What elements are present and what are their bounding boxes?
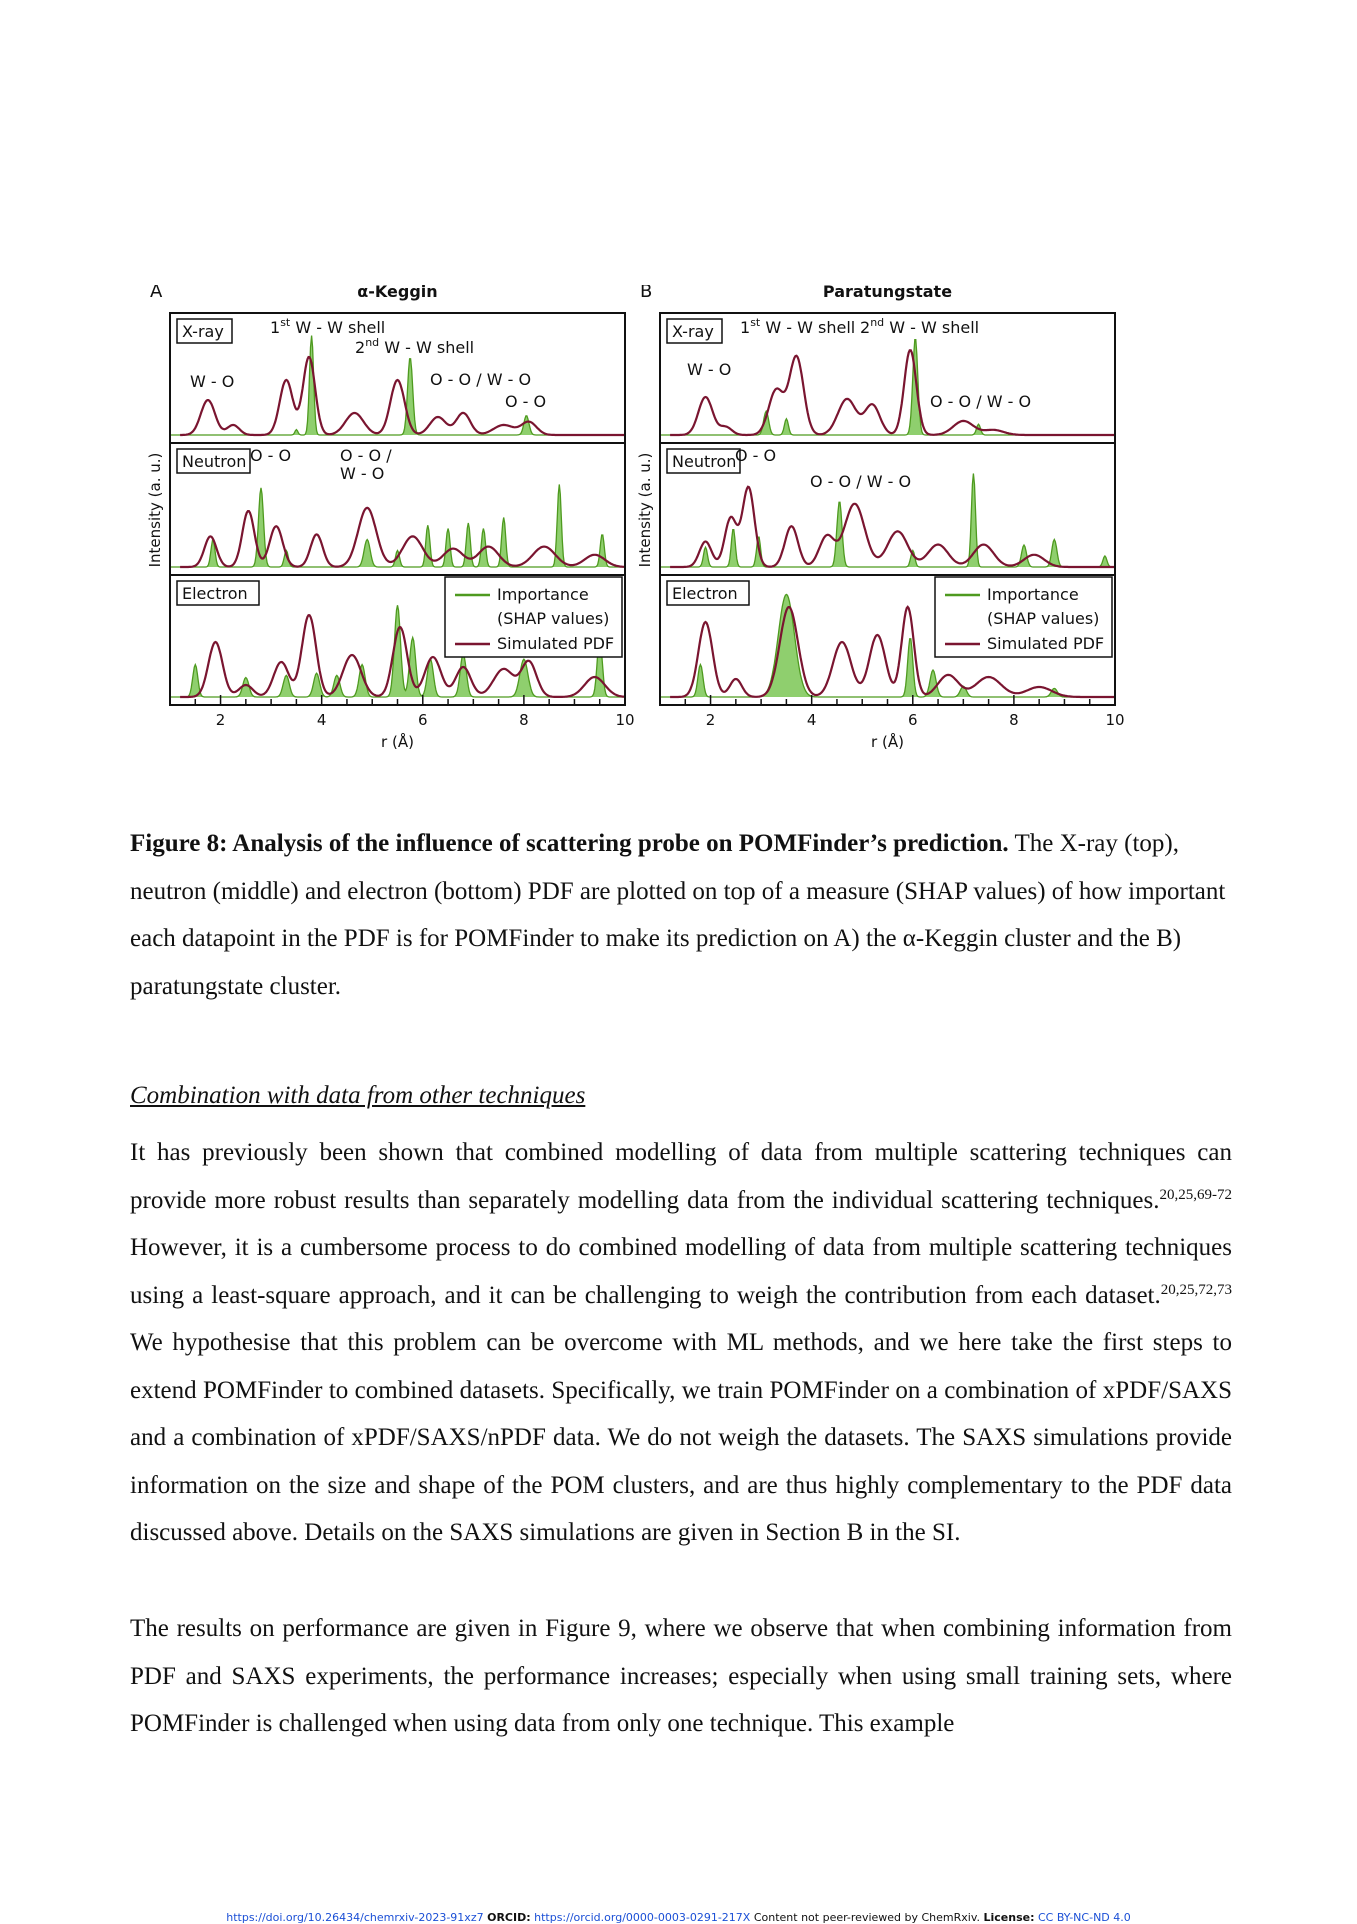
citation: 20,25,69-72	[1159, 1186, 1233, 1203]
x-tick-label: 2	[216, 711, 226, 729]
probe-label-box	[666, 580, 750, 606]
panel-title: Paratungstate	[823, 285, 952, 301]
section-heading: Combination with data from other techniq…	[130, 1082, 586, 1109]
x-tick-label: 6	[908, 711, 918, 729]
p1-text-c: We hypothesise that this problem can be …	[130, 1329, 1232, 1546]
peak-annotation: 1st W - W shell	[740, 316, 855, 337]
peak-annotation: O - O / W - O	[810, 472, 911, 491]
peak-annotation: W - O	[340, 464, 384, 483]
importance-area	[660, 339, 1115, 435]
license-link[interactable]: CC BY-NC-ND 4.0	[1038, 1911, 1131, 1924]
figure-caption: Figure 8: Analysis of the influence of s…	[130, 820, 1232, 1010]
peak-annotation: W - O	[687, 360, 731, 379]
x-axis-label: r (Å)	[381, 732, 414, 751]
panel-b: B Paratungstate Intensity (a. u.) X-ray 1st …	[636, 285, 1125, 751]
x-tick-label: 4	[317, 711, 327, 729]
license-label: License:	[983, 1911, 1035, 1924]
importance-line	[660, 473, 1115, 568]
simulated-pdf-line	[180, 506, 626, 569]
importance-area	[170, 605, 625, 697]
citation: 20,25,72,73	[1160, 1281, 1232, 1298]
x-tick-label: 4	[807, 711, 817, 729]
footer: https://doi.org/10.26434/chemrxiv-2023-9…	[0, 1911, 1357, 1924]
peak-annotation: 2nd W - W shell	[860, 316, 979, 337]
caption-text: The X-ray (top), neutron (middle) and el…	[130, 830, 1226, 1000]
simulated-pdf-line	[670, 485, 1115, 569]
orcid-link[interactable]: https://orcid.org/0000-0003-0291-217X	[534, 1911, 751, 1924]
peer-review-notice: Content not peer-reviewed by ChemRxiv.	[753, 1911, 980, 1924]
peak-annotation: O - O / W - O	[430, 370, 531, 389]
importance-line	[170, 484, 625, 568]
x-tick-label: 8	[519, 711, 529, 729]
caption-label: Figure 8: Analysis of the influence of s…	[130, 830, 1009, 857]
peak-annotation: 2nd W - W shell	[355, 336, 474, 357]
probe-label-box	[666, 448, 741, 474]
probe-label-box	[176, 580, 260, 606]
x-tick-label: 2	[706, 711, 716, 729]
panel-letter: A	[150, 285, 163, 302]
peak-annotation: O - O	[250, 446, 291, 465]
x-tick-label: 8	[1009, 711, 1019, 729]
probe-label: X-ray	[182, 322, 224, 341]
probe-label: Electron	[182, 584, 248, 603]
doi-link[interactable]: https://doi.org/10.26434/chemrxiv-2023-9…	[226, 1911, 484, 1924]
x-tick-label: 10	[1105, 711, 1124, 729]
probe-label-box	[176, 448, 251, 474]
legend-importance-sublabel: (SHAP values)	[987, 609, 1099, 628]
p1-text-a: It has previously been shown that combin…	[130, 1139, 1232, 1214]
peak-annotation: W - O	[190, 372, 234, 391]
probe-label-box	[176, 318, 233, 344]
x-tick-label: 10	[615, 711, 634, 729]
y-axis-label: Intensity (a. u.)	[636, 453, 654, 568]
panel-title: α-Keggin	[357, 285, 437, 301]
probe-label: Electron	[672, 584, 738, 603]
importance-line	[660, 593, 1115, 698]
legend-importance-label: Importance	[497, 585, 589, 604]
orcid-label: ORCID:	[487, 1911, 531, 1924]
legend-importance-label: Importance	[987, 585, 1079, 604]
paragraph-2: The results on performance are given in …	[130, 1615, 1232, 1737]
peak-annotation: O - O	[505, 392, 546, 411]
paragraph-1: It has previously been shown that combin…	[130, 1129, 1232, 1557]
panel-letter: B	[640, 285, 652, 302]
simulated-pdf-line	[180, 614, 626, 699]
x-tick-label: 6	[418, 711, 428, 729]
simulated-pdf-line	[670, 349, 1115, 437]
probe-frame	[169, 312, 626, 444]
importance-line	[660, 339, 1115, 436]
probe-label: Neutron	[182, 452, 246, 471]
legend-importance-sublabel: (SHAP values)	[497, 609, 609, 628]
simulated-pdf-line	[670, 605, 1115, 699]
importance-area	[660, 473, 1115, 567]
peak-annotation: O - O	[735, 446, 776, 465]
peak-annotation: O - O /	[340, 446, 392, 465]
probe-label: X-ray	[672, 322, 714, 341]
p1-text-b: However, it is a cumbersome process to d…	[130, 1234, 1232, 1309]
peak-annotation: O - O / W - O	[930, 392, 1031, 411]
probe-label: Neutron	[672, 452, 736, 471]
simulated-pdf-line	[180, 355, 625, 437]
peak-annotation: 1st W - W shell	[270, 316, 385, 337]
legend-pdf-label: Simulated PDF	[987, 634, 1104, 653]
y-axis-label: Intensity (a. u.)	[146, 453, 164, 568]
x-axis-label: r (Å)	[871, 732, 904, 751]
legend-pdf-label: Simulated PDF	[497, 634, 614, 653]
probe-label-box	[666, 318, 723, 344]
